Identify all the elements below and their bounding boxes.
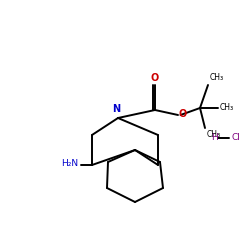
Text: CH₃: CH₃ [209, 74, 224, 82]
Text: H₂N: H₂N [61, 159, 78, 168]
Text: N: N [112, 104, 120, 114]
Text: CH₃: CH₃ [206, 130, 220, 139]
Text: O: O [179, 109, 187, 119]
Text: CH₃: CH₃ [219, 104, 234, 112]
Text: H: H [212, 134, 218, 142]
Text: Cl: Cl [231, 134, 240, 142]
Text: O: O [151, 73, 159, 83]
